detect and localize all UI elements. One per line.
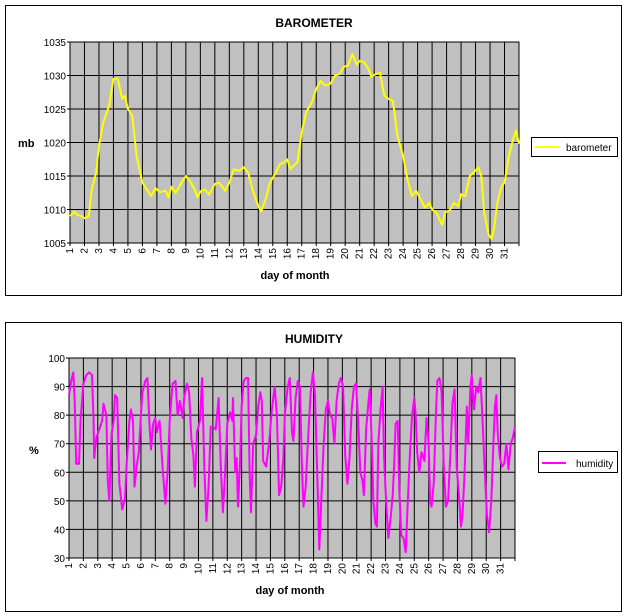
humidity-chart-title: HUMIDITY <box>285 332 343 346</box>
y-tick-label: 30 <box>54 554 66 565</box>
legend-box <box>538 451 618 473</box>
x-tick-label: 27 <box>442 248 453 260</box>
humidity-legend: humidity <box>538 451 618 473</box>
x-tick-label: 20 <box>340 248 351 260</box>
x-tick-label: 23 <box>381 563 392 575</box>
x-tick-label: 5 <box>123 248 134 254</box>
x-tick-label: 30 <box>481 563 492 575</box>
barometer-series-line <box>69 53 520 240</box>
y-tick-label: 90 <box>54 383 66 394</box>
x-tick-label: 31 <box>500 248 511 260</box>
y-tick-label: 100 <box>48 354 65 365</box>
x-tick-label: 28 <box>452 563 463 575</box>
x-tick-label: 15 <box>265 563 276 575</box>
x-tick-label: 31 <box>496 563 507 575</box>
x-tick-label: 18 <box>311 248 322 260</box>
y-tick-label: 1035 <box>44 38 67 49</box>
x-tick-label: 8 <box>165 563 176 569</box>
x-tick-label: 3 <box>93 563 104 569</box>
humidity-series-line <box>68 371 516 554</box>
barometer-chart: BAROMETER day of month mb barometer 1005… <box>18 16 618 282</box>
y-tick-label: 70 <box>54 440 66 451</box>
x-tick-label: 18 <box>309 563 320 575</box>
y-tick-label: 1010 <box>44 206 67 217</box>
x-tick-label: 4 <box>107 563 118 569</box>
y-tick-label: 1025 <box>44 105 67 116</box>
x-tick-label: 8 <box>166 248 177 254</box>
x-tick-label: 4 <box>108 248 119 254</box>
y-tick-label: 60 <box>54 468 66 479</box>
x-tick-label: 16 <box>282 248 293 260</box>
x-tick-label: 29 <box>467 563 478 575</box>
x-tick-label: 19 <box>323 563 334 575</box>
x-tick-label: 26 <box>427 248 438 260</box>
x-tick-label: 3 <box>94 248 105 254</box>
x-tick-label: 9 <box>181 248 192 254</box>
x-tick-label: 24 <box>398 248 409 260</box>
x-tick-label: 7 <box>150 563 161 569</box>
humidity-chart: HUMIDITY day of month % humidity 30 40 50 6… <box>29 332 618 597</box>
x-tick-label: 28 <box>456 248 467 260</box>
x-tick-label: 10 <box>195 248 206 260</box>
y-tick-label: 80 <box>54 411 66 422</box>
x-tick-label: 21 <box>355 248 366 260</box>
x-tick-label: 11 <box>210 248 221 259</box>
legend-label-humidity: humidity <box>576 459 613 470</box>
x-tick-label: 23 <box>384 248 395 260</box>
y-tick-label: 40 <box>54 525 66 536</box>
x-tick-label: 29 <box>471 248 482 260</box>
x-tick-label: 10 <box>193 563 204 575</box>
x-tick-label: 20 <box>337 563 348 575</box>
x-tick-label: 27 <box>438 563 449 575</box>
legend-box <box>531 137 618 157</box>
y-tick-label: 1005 <box>44 239 67 250</box>
x-tick-label: 1 <box>65 248 76 254</box>
x-tick-label: 21 <box>352 563 363 575</box>
x-tick-label: 22 <box>369 248 380 260</box>
x-tick-label: 2 <box>78 563 89 569</box>
x-tick-label: 6 <box>136 563 147 569</box>
x-tick-label: 12 <box>224 248 235 260</box>
x-tick-label: 9 <box>179 563 190 569</box>
x-tick-label: 13 <box>239 248 250 260</box>
plot-area <box>68 357 516 559</box>
x-tick-label: 25 <box>413 248 424 260</box>
y-tick-label: 1015 <box>44 172 67 183</box>
x-tick-label: 14 <box>253 248 264 260</box>
barometer-y-axis-label: mb <box>18 138 35 150</box>
humidity-y-axis-label: % <box>29 445 39 457</box>
x-tick-label: 15 <box>268 248 279 260</box>
x-tick-label: 30 <box>485 248 496 260</box>
x-tick-label: 6 <box>137 248 148 254</box>
x-tick-label: 24 <box>395 563 406 575</box>
x-tick-label: 11 <box>208 563 219 574</box>
x-tick-label: 17 <box>297 248 308 260</box>
y-tick-label: 1020 <box>44 139 67 150</box>
y-tick-label: 1030 <box>44 72 67 83</box>
x-tick-label: 19 <box>326 248 337 260</box>
x-tick-label: 25 <box>409 563 420 575</box>
barometer-legend: barometer <box>531 137 618 157</box>
x-tick-label: 12 <box>222 563 233 575</box>
legend-label-barometer: barometer <box>566 143 612 154</box>
barometer-x-axis-label: day of month <box>260 270 329 282</box>
y-tick-label: 50 <box>54 497 66 508</box>
x-tick-label: 17 <box>294 563 305 575</box>
x-tick-label: 7 <box>152 248 163 254</box>
x-tick-label: 1 <box>64 563 75 569</box>
x-tick-label: 5 <box>122 563 133 569</box>
humidity-x-axis-label: day of month <box>255 585 324 597</box>
x-tick-label: 14 <box>251 563 262 575</box>
x-tick-label: 16 <box>280 563 291 575</box>
x-tick-label: 26 <box>424 563 435 575</box>
barometer-chart-title: BAROMETER <box>275 16 353 30</box>
x-tick-label: 2 <box>79 248 90 254</box>
x-tick-label: 22 <box>366 563 377 575</box>
x-tick-label: 13 <box>237 563 248 575</box>
